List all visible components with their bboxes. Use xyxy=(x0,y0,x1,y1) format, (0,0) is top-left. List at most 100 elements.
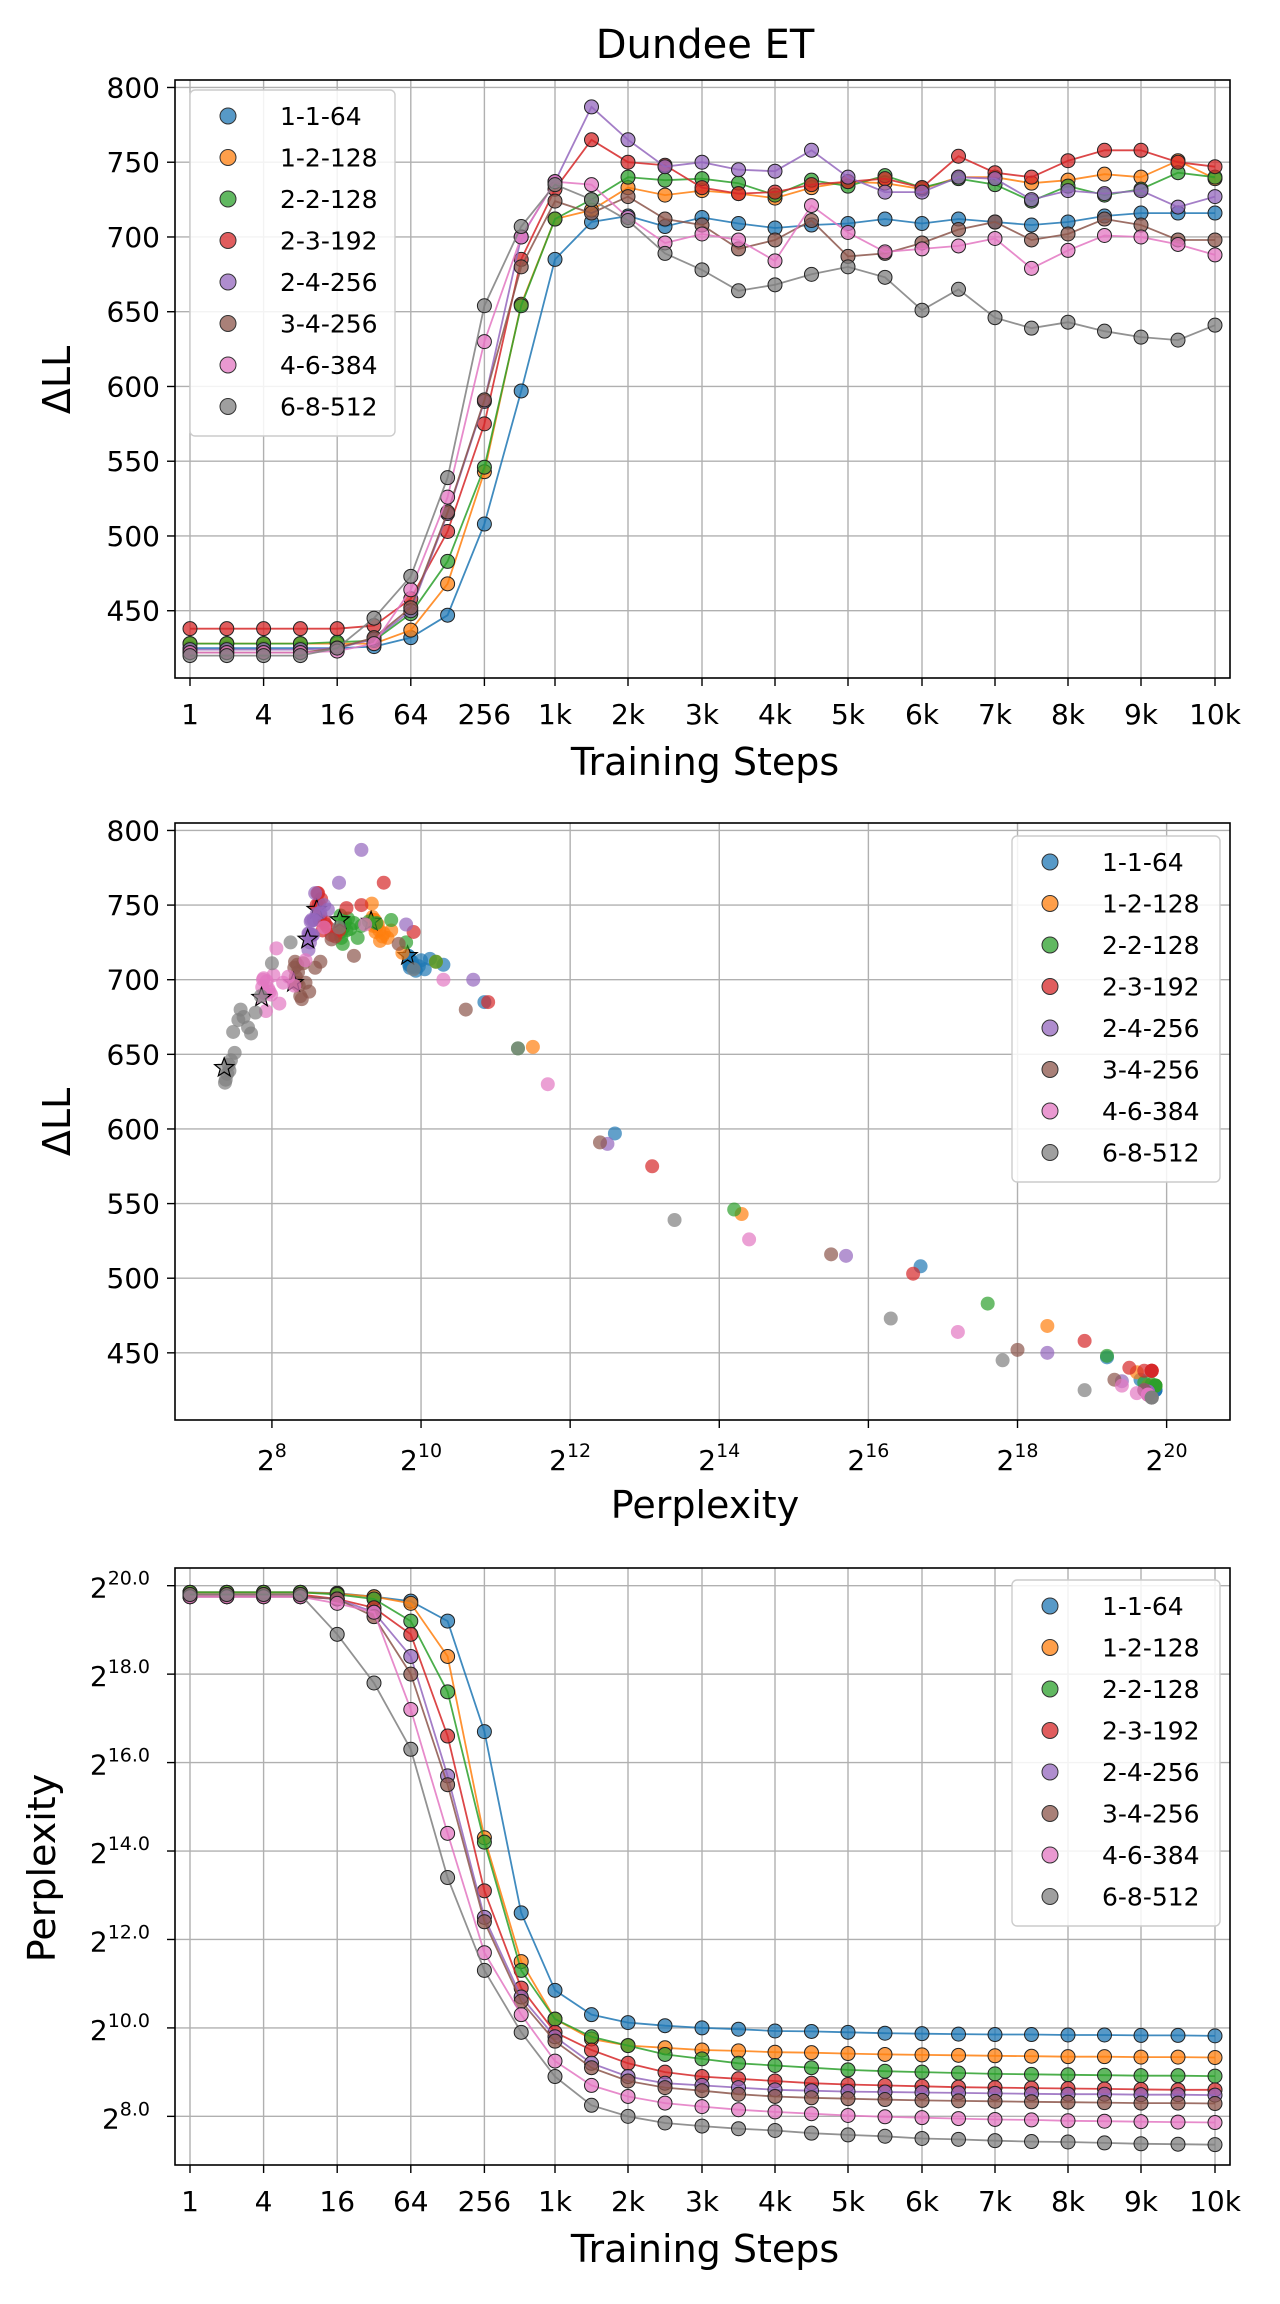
data-point-3-4-256 xyxy=(767,2088,783,2104)
x-tick-label: 8k xyxy=(1051,2185,1086,2218)
panel-dll-vs-steps: 1 4 16 64 256 1k 2k 3k 4k 5k 6k 7k 8k 9k 10k 450 500 550 6… xyxy=(35,71,1242,784)
y-tick-label: 450 xyxy=(107,1337,160,1370)
scatter-point-6-8-512 xyxy=(995,1353,1010,1368)
data-point-1-1-64 xyxy=(914,2026,930,2042)
data-point-6-8-512 xyxy=(1207,317,1223,333)
data-point-3-4-256 xyxy=(1024,2094,1039,2110)
data-point-3-4-256 xyxy=(694,2083,710,2099)
data-point-4-6-384 xyxy=(694,2099,710,2115)
data-point-2-3-192 xyxy=(877,171,893,187)
legend-marker-1-2-128 xyxy=(1041,1639,1059,1656)
data-point-4-6-384 xyxy=(1170,2114,1186,2130)
scatter-point-2-3-192 xyxy=(354,898,369,913)
scatter-point-2-4-256 xyxy=(303,914,318,929)
legend-marker-1-1-64 xyxy=(219,107,237,125)
data-point-2-2-128 xyxy=(1060,2067,1076,2083)
data-point-4-6-384 xyxy=(1097,2113,1112,2129)
x-tick-label: 6k xyxy=(905,2185,940,2218)
data-point-6-8-512 xyxy=(840,259,856,275)
legend-marker-2-4-256 xyxy=(1041,1763,1059,1781)
y-axis-label: ΔLL xyxy=(35,346,79,414)
x-tick-label: 28 xyxy=(257,1440,287,1477)
data-point-2-2-128 xyxy=(987,2066,1003,2082)
data-point-1-2-128 xyxy=(951,2047,966,2063)
data-point-6-8-512 xyxy=(987,310,1003,326)
data-point-1-2-128 xyxy=(403,1595,419,1611)
x-tick-label: 220 xyxy=(1146,1440,1188,1477)
panel-perplexity-vs-steps: 1 4 16 64 256 1k 2k 3k 4k 5k 6k 7k 8k 9k 10k 28.0 210.0 2… xyxy=(20,1567,1242,2271)
data-point-2-3-192 xyxy=(219,621,235,637)
x-tick-label: 4 xyxy=(255,2185,273,2218)
x-tick-label: 218 xyxy=(997,1440,1039,1477)
scatter-point-4-6-384 xyxy=(358,917,373,932)
data-point-1-1-64 xyxy=(731,2021,746,2037)
data-point-2-4-256 xyxy=(584,99,599,115)
data-point-4-6-384 xyxy=(1024,2112,1039,2128)
data-point-6-8-512 xyxy=(804,266,819,282)
data-point-1-1-64 xyxy=(804,2023,819,2039)
final-checkpoint-star-2-4-256 xyxy=(296,927,319,949)
data-point-3-4-256 xyxy=(877,2092,893,2108)
data-point-4-6-384 xyxy=(1207,247,1223,263)
legend-marker-6-8-512 xyxy=(1041,1144,1059,1161)
data-point-6-8-512 xyxy=(1133,329,1149,345)
final-checkpoint-star-6-8-512 xyxy=(213,1056,236,1078)
data-point-6-8-512 xyxy=(1207,2137,1223,2153)
x-tick-label: 2k xyxy=(611,698,646,731)
data-point-2-3-192 xyxy=(694,180,710,196)
legend-box-dll-ppl xyxy=(1011,835,1221,1183)
data-point-1-1-64 xyxy=(1097,2027,1112,2043)
data-point-1-1-64 xyxy=(877,211,893,227)
y-tick-label: 218.0 xyxy=(90,1656,150,1693)
data-point-2-3-192 xyxy=(620,2055,636,2071)
data-point-2-4-256 xyxy=(1024,192,1039,208)
data-point-6-8-512 xyxy=(584,192,599,208)
data-point-6-8-512 xyxy=(657,245,673,261)
x-tick-label: 2k xyxy=(611,2185,646,2218)
data-point-2-4-256 xyxy=(877,184,893,200)
y-tick-label: 600 xyxy=(107,1113,160,1146)
scatter-point-6-8-512 xyxy=(231,1013,246,1028)
data-point-6-8-512 xyxy=(547,2069,563,2085)
data-point-2-2-128 xyxy=(657,172,673,188)
data-point-6-8-512 xyxy=(219,1587,235,1603)
scatter-point-3-4-256 xyxy=(293,989,308,1004)
data-point-2-4-256 xyxy=(1097,186,1112,202)
legend-label-2-3-192: 2-3-192 xyxy=(1102,973,1200,1002)
data-point-6-8-512 xyxy=(219,648,235,664)
x-tick-label: 64 xyxy=(393,698,429,731)
data-point-2-2-128 xyxy=(804,2060,819,2076)
scatter-point-4-6-384 xyxy=(436,972,451,987)
data-point-6-8-512 xyxy=(1024,2134,1039,2150)
scatter-point-2-4-256 xyxy=(466,972,481,987)
scatter-point-4-6-384 xyxy=(258,1004,273,1019)
data-point-6-8-512 xyxy=(256,648,272,664)
data-point-2-2-128 xyxy=(547,2011,563,2027)
data-point-4-6-384 xyxy=(366,1604,382,1620)
legend-marker-4-6-384 xyxy=(1041,1846,1059,1864)
scatter-point-4-6-384 xyxy=(269,941,284,956)
x-tick-label: 256 xyxy=(458,2185,511,2218)
data-point-2-4-256 xyxy=(694,154,710,170)
y-tick-label: 550 xyxy=(107,1188,160,1221)
data-point-6-8-512 xyxy=(1133,2136,1149,2152)
data-point-2-2-128 xyxy=(1207,2068,1223,2084)
data-point-6-8-512 xyxy=(987,2133,1003,2149)
data-point-2-3-192 xyxy=(440,1728,456,1744)
scatter-point-6-8-512 xyxy=(248,1005,263,1020)
legend-marker-1-1-64 xyxy=(1041,853,1059,871)
data-point-2-3-192 xyxy=(1060,153,1076,169)
data-point-1-1-64 xyxy=(987,2027,1003,2043)
x-tick-label: 4 xyxy=(255,698,273,731)
data-point-3-4-256 xyxy=(403,600,419,616)
scatter-point-3-4-256 xyxy=(1010,1342,1025,1357)
data-point-1-1-64 xyxy=(440,607,456,623)
scatter-point-2-3-192 xyxy=(339,901,354,916)
data-point-3-4-256 xyxy=(403,1666,419,1682)
data-point-4-6-384 xyxy=(914,2110,930,2126)
data-point-1-2-128 xyxy=(1207,2050,1223,2066)
data-point-1-2-128 xyxy=(804,2045,819,2061)
data-point-2-2-128 xyxy=(951,2065,966,2081)
data-point-2-2-128 xyxy=(513,298,529,314)
data-point-3-4-256 xyxy=(584,2060,599,2076)
